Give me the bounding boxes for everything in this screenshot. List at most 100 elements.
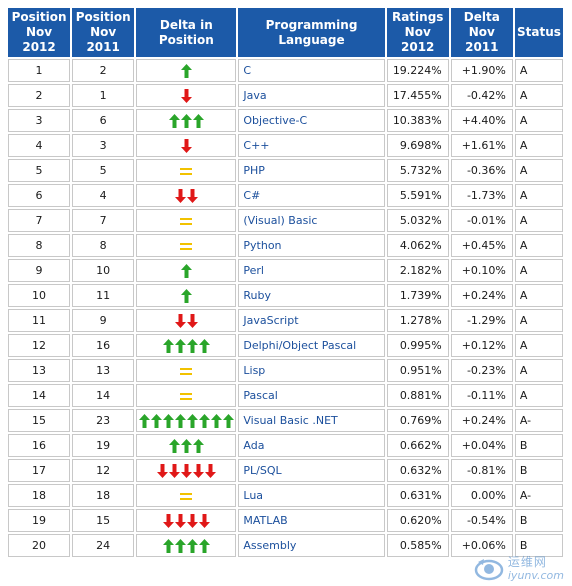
table-row: 20 24 Assembly 0.585% +0.06% B	[8, 534, 563, 557]
cell-language: MATLAB	[238, 509, 385, 532]
cell-language: JavaScript	[238, 309, 385, 332]
cell-position-2012: 8	[8, 234, 71, 257]
table-body: 1 2 C 19.224% +1.90% A 2 1 Java 17.455% -0.42% A 3 6 O…	[8, 59, 563, 557]
cell-position-2012: 6	[8, 184, 71, 207]
arrow-up-icon	[198, 413, 210, 428]
table-row: 8 8 Python 4.062% +0.45% A	[8, 234, 563, 257]
cell-delta-in-position	[136, 134, 237, 157]
arrow-up-icon	[162, 538, 174, 553]
arrow-up-icon	[174, 338, 186, 353]
cell-position-2012: 15	[8, 409, 71, 432]
cell-delta: +0.12%	[450, 334, 513, 357]
cell-delta: +0.04%	[450, 434, 513, 457]
arrow-up-icon	[162, 338, 174, 353]
arrow-up-icon	[168, 438, 180, 453]
cell-position-2012: 17	[8, 459, 71, 482]
cell-rating: 0.951%	[386, 359, 449, 382]
cell-delta: +1.90%	[450, 59, 513, 82]
arrow-down-icon	[180, 88, 192, 103]
arrow-down-icon	[186, 313, 198, 328]
header-status: Status	[514, 8, 563, 57]
cell-rating: 2.182%	[386, 259, 449, 282]
cell-status: A	[514, 234, 563, 257]
cell-delta-in-position	[136, 384, 237, 407]
cell-position-2012: 1	[8, 59, 71, 82]
cell-delta-in-position	[136, 184, 237, 207]
cell-language: Pascal	[238, 384, 385, 407]
arrow-down-icon	[174, 188, 186, 203]
cell-language: C++	[238, 134, 385, 157]
arrow-down-icon	[186, 513, 198, 528]
cell-delta: 0.00%	[450, 484, 513, 507]
cell-delta: +4.40%	[450, 109, 513, 132]
cell-status: A	[514, 59, 563, 82]
cell-position-2011: 24	[72, 534, 135, 557]
cell-delta-in-position	[136, 534, 237, 557]
cell-status: A	[514, 259, 563, 282]
cell-position-2011: 11	[72, 284, 135, 307]
cell-language: C#	[238, 184, 385, 207]
cell-delta-in-position	[136, 159, 237, 182]
arrow-down-icon	[180, 138, 192, 153]
table-row: 15 23 Visual Basic .NET 0.769% +0.24% A-	[8, 409, 563, 432]
table-row: 7 7 (Visual) Basic 5.032% -0.01% A	[8, 209, 563, 232]
cell-rating: 0.769%	[386, 409, 449, 432]
cell-rating: 0.631%	[386, 484, 449, 507]
cell-position-2011: 19	[72, 434, 135, 457]
header-ratings: Ratings Nov 2012	[386, 8, 449, 57]
cell-delta: +1.61%	[450, 134, 513, 157]
table-header-row: Position Nov 2012 Position Nov 2011 Delta …	[8, 8, 563, 57]
table-row: 14 14 Pascal 0.881% -0.11% A	[8, 384, 563, 407]
cell-position-2012: 13	[8, 359, 71, 382]
cell-status: A	[514, 309, 563, 332]
cell-delta: -0.54%	[450, 509, 513, 532]
table-row: 11 9 JavaScript 1.278% -1.29% A	[8, 309, 563, 332]
arrow-up-icon	[180, 63, 192, 78]
table-row: 9 10 Perl 2.182% +0.10% A	[8, 259, 563, 282]
cell-rating: 17.455%	[386, 84, 449, 107]
arrow-down-icon	[192, 463, 204, 478]
cell-language: Ruby	[238, 284, 385, 307]
cell-status: A	[514, 134, 563, 157]
arrow-down-icon	[186, 188, 198, 203]
cell-delta-in-position	[136, 259, 237, 282]
arrow-down-icon	[180, 463, 192, 478]
equal-icon	[180, 167, 193, 175]
cell-position-2012: 3	[8, 109, 71, 132]
table-row: 13 13 Lisp 0.951% -0.23% A	[8, 359, 563, 382]
arrow-up-icon	[180, 288, 192, 303]
arrow-down-icon	[204, 463, 216, 478]
cell-delta-in-position	[136, 334, 237, 357]
arrow-up-icon	[180, 263, 192, 278]
cell-language: Lisp	[238, 359, 385, 382]
cell-delta-in-position	[136, 509, 237, 532]
cell-position-2011: 10	[72, 259, 135, 282]
cell-position-2012: 16	[8, 434, 71, 457]
equal-icon	[180, 492, 193, 500]
cell-delta-in-position	[136, 359, 237, 382]
cell-rating: 0.662%	[386, 434, 449, 457]
cell-language: Visual Basic .NET	[238, 409, 385, 432]
cell-status: A	[514, 109, 563, 132]
cell-rating: 10.383%	[386, 109, 449, 132]
cell-delta: -0.23%	[450, 359, 513, 382]
cell-status: A	[514, 359, 563, 382]
arrow-down-icon	[174, 513, 186, 528]
cell-rating: 0.620%	[386, 509, 449, 532]
cell-delta-in-position	[136, 234, 237, 257]
table-row: 19 15 MATLAB 0.620% -0.54% B	[8, 509, 563, 532]
cell-position-2012: 11	[8, 309, 71, 332]
equal-icon	[180, 217, 193, 225]
table-row: 5 5 PHP 5.732% -0.36% A	[8, 159, 563, 182]
header-programming-language: Programming Language	[238, 8, 385, 57]
arrow-up-icon	[222, 413, 234, 428]
cell-delta: -0.11%	[450, 384, 513, 407]
cell-position-2011: 18	[72, 484, 135, 507]
cell-position-2011: 23	[72, 409, 135, 432]
cell-language: Java	[238, 84, 385, 107]
equal-icon	[180, 392, 193, 400]
table-row: 2 1 Java 17.455% -0.42% A	[8, 84, 563, 107]
cell-delta-in-position	[136, 309, 237, 332]
table-row: 4 3 C++ 9.698% +1.61% A	[8, 134, 563, 157]
watermark-text-cn: 运维网	[507, 555, 547, 569]
